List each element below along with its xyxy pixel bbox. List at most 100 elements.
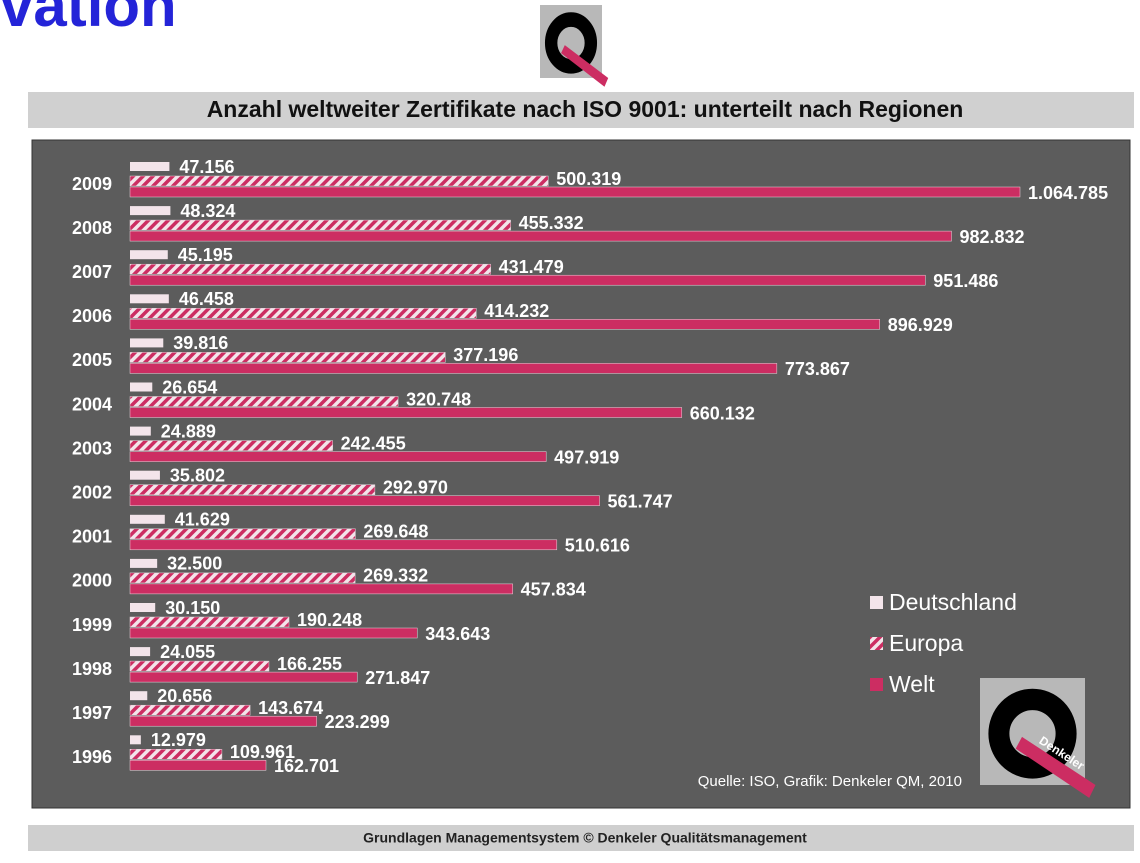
value-label: 377.196 [453, 345, 518, 365]
y-tick-label: 2008 [72, 218, 112, 238]
value-label: 26.654 [162, 377, 217, 397]
value-label: 46.458 [179, 289, 234, 309]
value-label: 500.319 [556, 169, 621, 189]
chart-title: Anzahl weltweiter Zertifikate nach ISO 9… [207, 96, 964, 122]
bar [129, 308, 477, 319]
bar [129, 352, 446, 363]
bar [130, 514, 165, 524]
bar [129, 319, 880, 330]
bar [129, 175, 549, 187]
value-label: 951.486 [933, 271, 998, 291]
bar [130, 250, 168, 260]
bar [129, 396, 399, 407]
bar [129, 583, 513, 595]
value-label: 143.674 [258, 698, 323, 718]
bar [129, 704, 251, 716]
bar [130, 294, 169, 304]
value-label: 773.867 [785, 359, 850, 379]
bar [130, 691, 148, 701]
bar [129, 616, 290, 628]
bar [129, 484, 376, 495]
bar [130, 206, 171, 216]
value-label: 510.616 [565, 536, 630, 556]
value-label: 455.332 [519, 213, 584, 233]
value-label: 190.248 [297, 610, 362, 630]
bar [129, 451, 547, 462]
bar [130, 603, 156, 612]
value-label: 39.816 [173, 333, 228, 353]
value-label: 242.455 [341, 433, 406, 453]
value-label: 343.643 [425, 624, 490, 644]
value-label: 414.232 [484, 301, 549, 321]
bar [129, 715, 317, 727]
corner-logo [980, 678, 1096, 798]
title-band [28, 92, 1134, 128]
value-label: 660.132 [690, 403, 755, 423]
value-label: 48.324 [180, 201, 235, 221]
bar [129, 660, 270, 672]
top-logo [540, 5, 608, 87]
y-tick-label: 2007 [72, 262, 112, 282]
value-label: 457.834 [521, 580, 586, 600]
value-label: 109.961 [230, 742, 295, 762]
value-label: 162.701 [274, 756, 339, 776]
bar [129, 495, 600, 506]
y-tick-label: 2001 [72, 527, 112, 547]
value-label: 45.195 [178, 245, 233, 265]
value-label: 24.055 [160, 642, 215, 662]
bar [130, 647, 151, 657]
source: Quelle: ISO, Grafik: Denkeler QM, 2010 [698, 773, 962, 790]
value-label: 35.802 [170, 465, 225, 485]
y-tick-label: 2009 [72, 174, 112, 194]
y-tick-label: 1996 [72, 747, 112, 767]
bar [129, 363, 778, 374]
bar [129, 760, 267, 771]
legend-label: Deutschland [889, 589, 1017, 615]
bar [129, 407, 683, 418]
bar [129, 749, 223, 760]
y-tick-label: 2004 [72, 394, 112, 414]
value-label: 269.648 [363, 522, 428, 542]
value-label: 271.847 [365, 668, 430, 688]
bar [129, 539, 558, 551]
legend-swatch [870, 596, 883, 609]
legend-swatch [870, 637, 883, 650]
bar [129, 528, 356, 540]
value-label: 47.156 [179, 157, 234, 177]
bar [129, 671, 358, 683]
bar [129, 572, 356, 584]
y-tick-label: 2005 [72, 350, 112, 370]
bar [129, 274, 926, 286]
plot-area [31, 139, 1131, 809]
value-label: 20.656 [157, 686, 212, 706]
value-label: 292.970 [383, 477, 448, 497]
y-tick-label: 2000 [72, 571, 112, 591]
bar [130, 382, 153, 392]
value-label: 30.150 [165, 598, 220, 618]
value-label: 431.479 [499, 257, 564, 277]
y-tick-label: 2006 [72, 306, 112, 326]
bar [129, 219, 511, 231]
bar [129, 230, 952, 242]
y-tick-label: 1999 [72, 615, 112, 635]
value-label: 24.889 [161, 421, 216, 441]
value-label: 982.832 [959, 227, 1024, 247]
value-label: 223.299 [325, 712, 390, 732]
y-tick-label: 1997 [72, 703, 112, 723]
value-label: 166.255 [277, 654, 342, 674]
footer: Grundlagen Managementsystem © Denkeler Q… [363, 830, 807, 846]
y-tick-label: 1998 [72, 659, 112, 679]
value-label: 41.629 [175, 510, 230, 530]
bar [130, 426, 151, 436]
value-label: 320.748 [406, 389, 471, 409]
bar [130, 470, 160, 480]
bar [130, 338, 164, 348]
value-label: 561.747 [608, 491, 673, 511]
header-fragment: vation [0, 0, 177, 39]
bar [129, 186, 1021, 198]
bar [130, 162, 170, 171]
bar [129, 440, 333, 451]
value-label: 896.929 [888, 315, 953, 335]
value-label: 1.064.785 [1028, 183, 1108, 203]
bar [130, 558, 158, 568]
